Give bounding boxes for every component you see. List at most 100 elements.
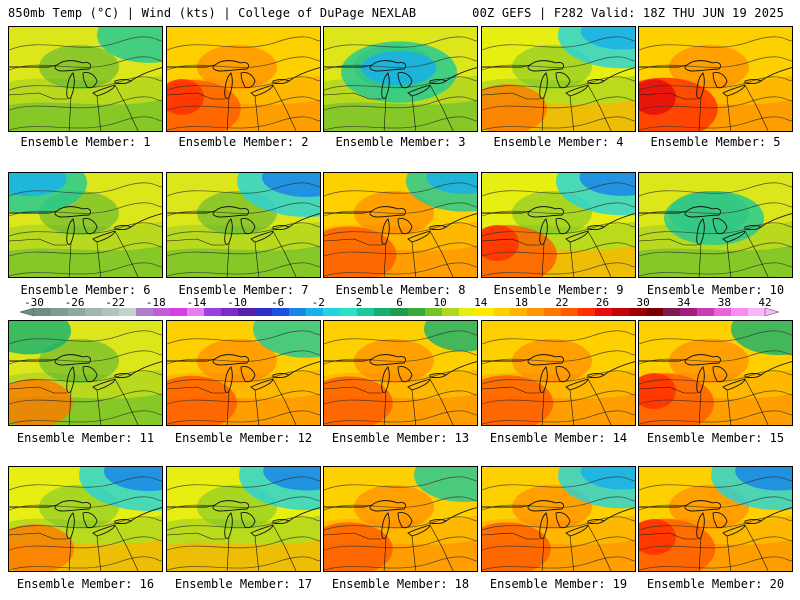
ensemble-map-12 bbox=[166, 320, 321, 426]
member-caption-5: Ensemble Member: 5 bbox=[650, 135, 781, 149]
colorbar-swatch bbox=[306, 308, 324, 316]
member-caption-7: Ensemble Member: 7 bbox=[178, 283, 309, 297]
ensemble-map-11 bbox=[8, 320, 163, 426]
colorbar-swatch bbox=[119, 308, 137, 316]
member-caption-12: Ensemble Member: 12 bbox=[174, 431, 313, 445]
colorbar-tick-label: 18 bbox=[515, 296, 528, 309]
colorbar-tick-label: 10 bbox=[433, 296, 446, 309]
member-caption-9: Ensemble Member: 9 bbox=[493, 283, 624, 297]
ensemble-map-3 bbox=[323, 26, 478, 132]
member-caption-2: Ensemble Member: 2 bbox=[178, 135, 309, 149]
colorbar-swatch bbox=[527, 308, 545, 316]
colorbar-tick-label: -22 bbox=[105, 296, 125, 309]
colorbar-swatch bbox=[85, 308, 103, 316]
colorbar-swatch bbox=[442, 308, 460, 316]
member-caption-8: Ensemble Member: 8 bbox=[335, 283, 466, 297]
colorbar-swatch bbox=[459, 308, 477, 316]
colorbar-tick-label: 22 bbox=[555, 296, 568, 309]
colorbar-swatch bbox=[187, 308, 205, 316]
ensemble-map-15 bbox=[638, 320, 793, 426]
colorbar-tick-label: 38 bbox=[718, 296, 731, 309]
ensemble-map-8 bbox=[323, 172, 478, 278]
colorbar-swatch bbox=[238, 308, 256, 316]
colorbar-tick-label: -14 bbox=[187, 296, 207, 309]
colorbar-tick-label: 34 bbox=[677, 296, 691, 309]
colorbar-swatch bbox=[748, 308, 766, 316]
member-caption-1: Ensemble Member: 1 bbox=[20, 135, 151, 149]
colorbar-swatch bbox=[170, 308, 188, 316]
member-caption-4: Ensemble Member: 4 bbox=[493, 135, 624, 149]
colorbar-tick-label: 6 bbox=[396, 296, 403, 309]
colorbar-swatch bbox=[629, 308, 647, 316]
member-caption-20: Ensemble Member: 20 bbox=[646, 577, 785, 591]
colorbar-swatch bbox=[221, 308, 239, 316]
member-caption-16: Ensemble Member: 16 bbox=[16, 577, 155, 591]
colorbar-swatch bbox=[476, 308, 494, 316]
ensemble-map-13 bbox=[323, 320, 478, 426]
colorbar-swatch bbox=[714, 308, 732, 316]
colorbar-swatch bbox=[204, 308, 222, 316]
ensemble-map-6 bbox=[8, 172, 163, 278]
colorbar-swatch bbox=[663, 308, 681, 316]
colorbar-swatch bbox=[357, 308, 375, 316]
colorbar-swatch bbox=[323, 308, 341, 316]
colorbar-swatch bbox=[544, 308, 562, 316]
colorbar-swatch bbox=[646, 308, 664, 316]
member-caption-18: Ensemble Member: 18 bbox=[331, 577, 470, 591]
member-caption-14: Ensemble Member: 14 bbox=[489, 431, 628, 445]
ensemble-map-9 bbox=[481, 172, 636, 278]
colorbar-swatch bbox=[612, 308, 630, 316]
colorbar-swatch bbox=[510, 308, 528, 316]
colorbar-swatch bbox=[153, 308, 171, 316]
colorbar-swatch bbox=[272, 308, 290, 316]
member-caption-19: Ensemble Member: 19 bbox=[489, 577, 628, 591]
ensemble-map-16 bbox=[8, 466, 163, 572]
ensemble-map-20 bbox=[638, 466, 793, 572]
colorbar-swatch bbox=[289, 308, 307, 316]
member-caption-17: Ensemble Member: 17 bbox=[174, 577, 313, 591]
ensemble-map-17 bbox=[166, 466, 321, 572]
colorbar-swatch bbox=[374, 308, 392, 316]
colorbar-tick-label: -26 bbox=[65, 296, 85, 309]
colorbar-swatch bbox=[136, 308, 154, 316]
header-title: 850mb Temp (°C) | Wind (kts) | College o… bbox=[8, 6, 417, 20]
colorbar-swatch bbox=[561, 308, 579, 316]
colorbar-swatch bbox=[595, 308, 613, 316]
colorbar-swatch bbox=[51, 308, 69, 316]
colorbar-swatch bbox=[408, 308, 426, 316]
colorbar-tick-label: 26 bbox=[596, 296, 609, 309]
member-caption-3: Ensemble Member: 3 bbox=[335, 135, 466, 149]
colorbar-tick-label: -10 bbox=[227, 296, 247, 309]
colorbar-tick-label: 42 bbox=[758, 296, 771, 309]
ensemble-map-10 bbox=[638, 172, 793, 278]
member-caption-6: Ensemble Member: 6 bbox=[20, 283, 151, 297]
colorbar-swatch bbox=[680, 308, 698, 316]
member-caption-15: Ensemble Member: 15 bbox=[646, 431, 785, 445]
temperature-colorbar: -30 -26 -22 -18 -14 -10 -6 -2 2 6 10 14 18 22 26 30 34 38… bbox=[19, 296, 780, 317]
colorbar-swatch bbox=[697, 308, 715, 316]
colorbar-swatch bbox=[425, 308, 443, 316]
ensemble-map-1 bbox=[8, 26, 163, 132]
ensemble-map-14 bbox=[481, 320, 636, 426]
colorbar-tick-label: 14 bbox=[474, 296, 488, 309]
member-caption-13: Ensemble Member: 13 bbox=[331, 431, 470, 445]
ensemble-map-5 bbox=[638, 26, 793, 132]
header-valid-time: 00Z GEFS | F282 Valid: 18Z THU JUN 19 20… bbox=[472, 6, 784, 20]
colorbar-tick-label: 30 bbox=[637, 296, 650, 309]
ensemble-map-2 bbox=[166, 26, 321, 132]
ensemble-map-18 bbox=[323, 466, 478, 572]
ensemble-map-7 bbox=[166, 172, 321, 278]
colorbar-max-arrow bbox=[764, 307, 780, 317]
colorbar-tick-label: -30 bbox=[24, 296, 44, 309]
colorbar-min-arrow bbox=[19, 307, 35, 317]
colorbar-tick-label: 2 bbox=[356, 296, 363, 309]
member-caption-10: Ensemble Member: 10 bbox=[646, 283, 785, 297]
ensemble-map-19 bbox=[481, 466, 636, 572]
colorbar-swatch bbox=[731, 308, 749, 316]
colorbar-tick-label: -2 bbox=[312, 296, 325, 309]
ensemble-map-4 bbox=[481, 26, 636, 132]
colorbar-swatch bbox=[578, 308, 596, 316]
colorbar-swatch bbox=[391, 308, 409, 316]
colorbar-swatch bbox=[255, 308, 273, 316]
colorbar-swatch bbox=[34, 308, 52, 316]
